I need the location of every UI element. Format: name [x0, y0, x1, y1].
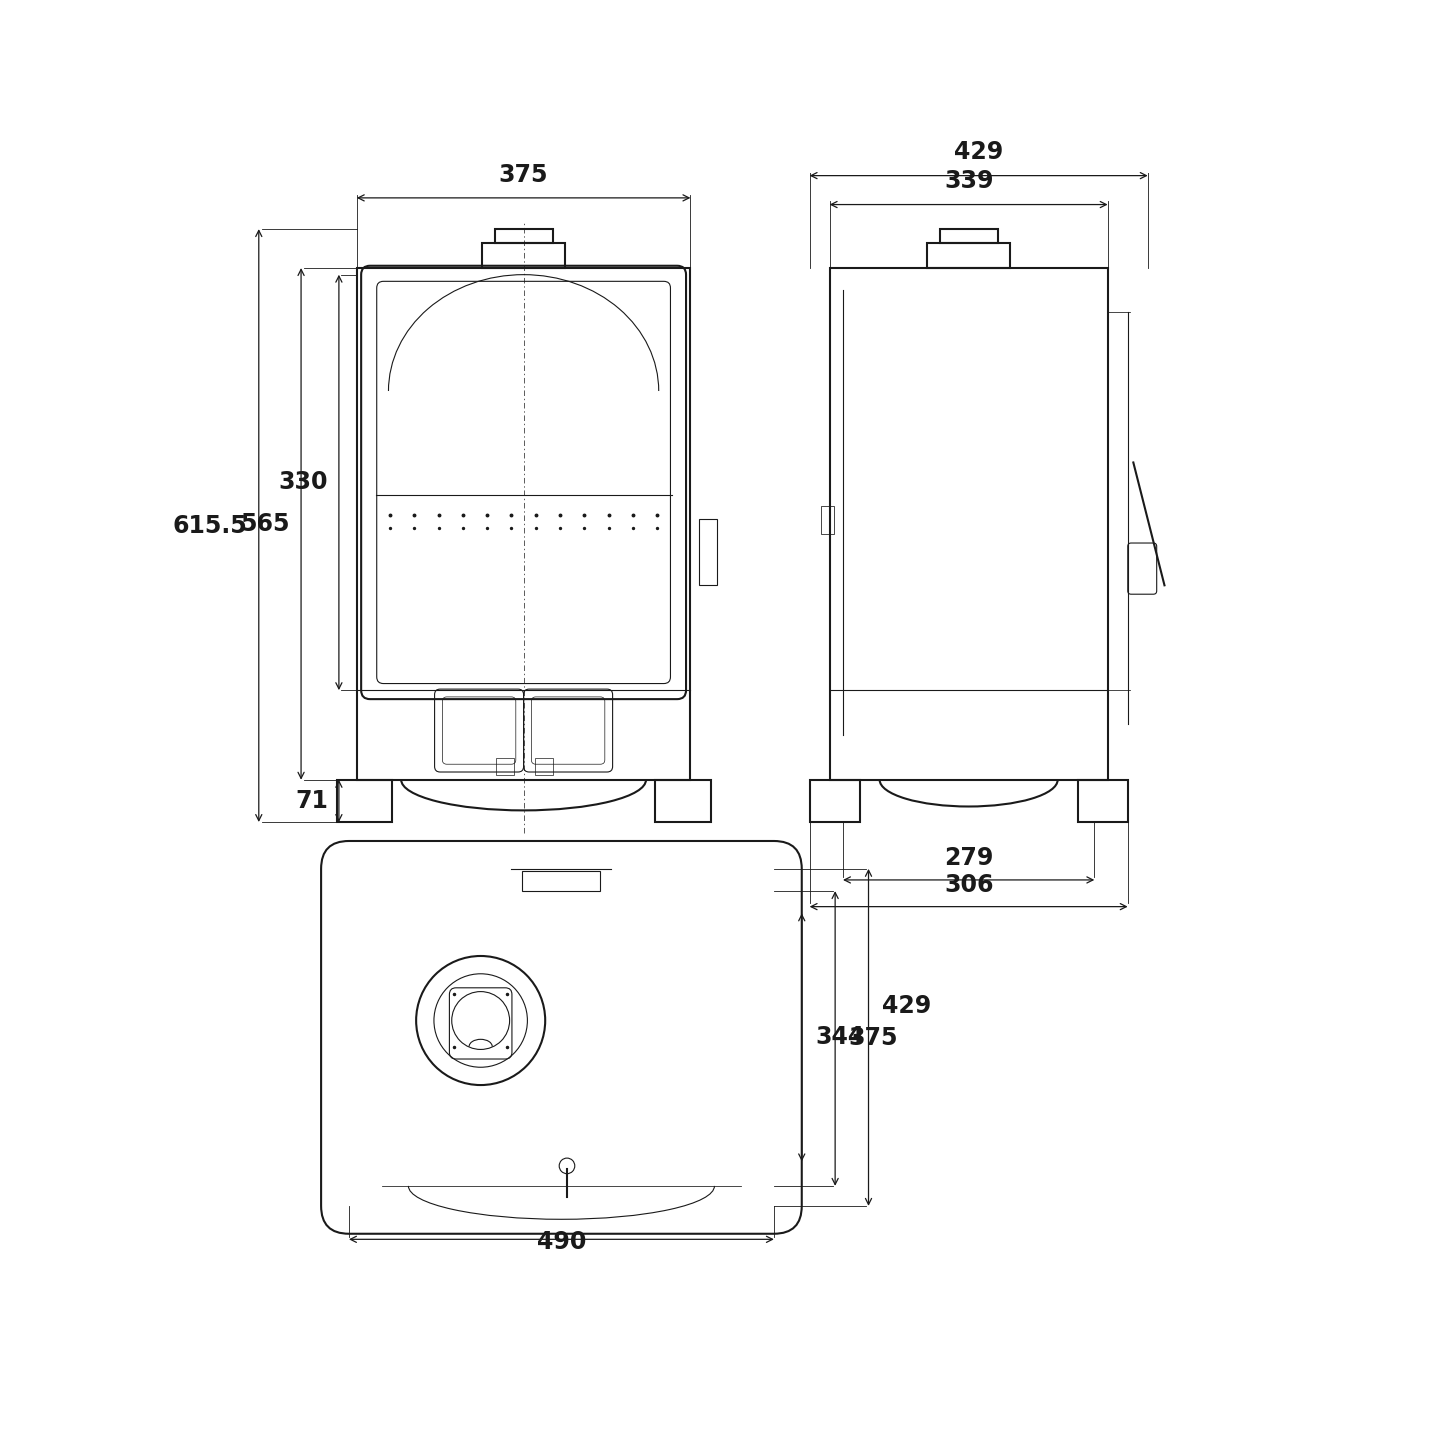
- Bar: [926, 244, 1010, 267]
- Bar: [1078, 780, 1127, 822]
- Text: 330: 330: [279, 471, 328, 494]
- Bar: [809, 780, 860, 822]
- Text: 429: 429: [881, 994, 931, 1019]
- Text: 490: 490: [536, 1230, 587, 1254]
- Text: 71: 71: [295, 789, 328, 814]
- Text: 375: 375: [848, 1026, 897, 1051]
- Text: 375: 375: [499, 163, 548, 186]
- Bar: [337, 780, 392, 822]
- Text: 615.5: 615.5: [173, 513, 247, 538]
- Bar: [821, 506, 834, 535]
- Text: 429: 429: [954, 140, 1003, 165]
- Bar: [939, 230, 997, 244]
- Bar: [655, 780, 711, 822]
- Text: 279: 279: [944, 845, 993, 870]
- Bar: [829, 267, 1108, 780]
- Bar: [357, 267, 691, 780]
- Bar: [535, 757, 552, 776]
- Text: 339: 339: [944, 169, 993, 194]
- Text: 565: 565: [240, 512, 290, 536]
- Bar: [481, 244, 565, 267]
- Bar: [496, 757, 513, 776]
- Bar: [494, 230, 552, 244]
- Bar: [699, 519, 717, 585]
- Text: 306: 306: [944, 873, 993, 896]
- Text: 344: 344: [815, 1026, 864, 1049]
- Bar: [523, 871, 600, 892]
